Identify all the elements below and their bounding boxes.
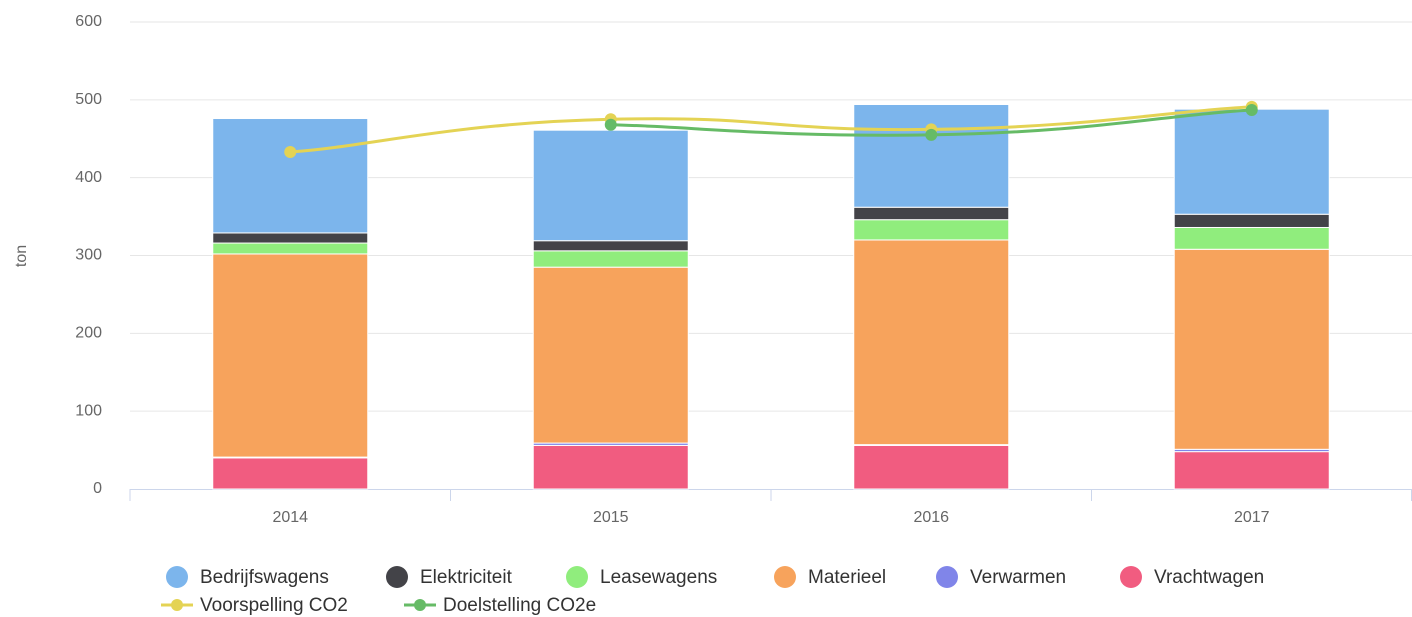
legend-item: Voorspelling CO2 [161, 595, 348, 616]
bar-segment [853, 206, 1010, 221]
legend-label: Elektriciteit [420, 567, 513, 588]
bar-segment [853, 444, 1010, 490]
bar-segment [532, 444, 689, 490]
x-tick-label: 2014 [272, 509, 308, 526]
bar-segment [1173, 226, 1330, 250]
legend-item: Elektriciteit [386, 566, 513, 588]
bar-segment [532, 266, 689, 444]
legend-symbol [936, 566, 958, 588]
y-tick-label: 600 [75, 13, 102, 30]
bar-segment [532, 250, 689, 268]
y-tick-label: 500 [75, 91, 102, 108]
legend-item: Bedrijfswagens [166, 566, 329, 588]
legend-symbol [566, 566, 588, 588]
bar-segment [853, 104, 1010, 208]
bar-segment [853, 239, 1010, 446]
legend-item: Materieel [774, 566, 886, 588]
bar-segment [212, 118, 369, 234]
bar-segment [532, 240, 689, 252]
bar-segment [212, 457, 369, 490]
y-tick-label: 100 [75, 402, 102, 419]
x-tick-label: 2016 [913, 509, 949, 526]
bar-segment [1173, 108, 1330, 215]
legend-symbol [171, 599, 183, 611]
legend-label: Vrachtwagen [1154, 567, 1264, 588]
legend-label: Materieel [808, 567, 886, 588]
line-point [925, 128, 938, 141]
legend-symbol [774, 566, 796, 588]
bar-segment [1173, 248, 1330, 450]
bar-segment [1173, 213, 1330, 228]
y-tick-label: 200 [75, 325, 102, 342]
legend-label: Verwarmen [970, 567, 1066, 588]
line-series [290, 105, 1252, 154]
legend-symbol [166, 566, 188, 588]
bar-segment [212, 232, 369, 244]
bar-segment [212, 253, 369, 458]
x-tick-label: 2015 [593, 509, 629, 526]
legend-symbol [1120, 566, 1142, 588]
legend-item: Leasewagens [566, 566, 717, 588]
legend-label: Doelstelling CO2e [443, 595, 596, 616]
legend-item: Verwarmen [936, 566, 1066, 588]
bar-segment [1173, 451, 1330, 490]
legend-label: Leasewagens [600, 567, 717, 588]
legend-label: Voorspelling CO2 [200, 595, 348, 616]
line-point [284, 145, 297, 158]
bar-segment [532, 129, 689, 242]
bar-segment [212, 242, 369, 255]
y-tick-label: 300 [75, 247, 102, 264]
legend: Bedrijfswagens Elektriciteit Leasewagens Ma… [161, 566, 1264, 616]
legend-item: Vrachtwagen [1120, 566, 1264, 588]
line-point [1245, 103, 1258, 116]
x-tick-label: 2017 [1234, 509, 1270, 526]
y-axis-title: ton [13, 245, 30, 267]
y-tick-label: 400 [75, 169, 102, 186]
legend-item: Doelstelling CO2e [404, 595, 596, 616]
legend-symbol [414, 599, 426, 611]
legend-symbol [386, 566, 408, 588]
line-point [604, 118, 617, 131]
legend-label: Bedrijfswagens [200, 567, 329, 588]
bar-segment [853, 219, 1010, 241]
y-tick-label: 0 [93, 480, 102, 497]
